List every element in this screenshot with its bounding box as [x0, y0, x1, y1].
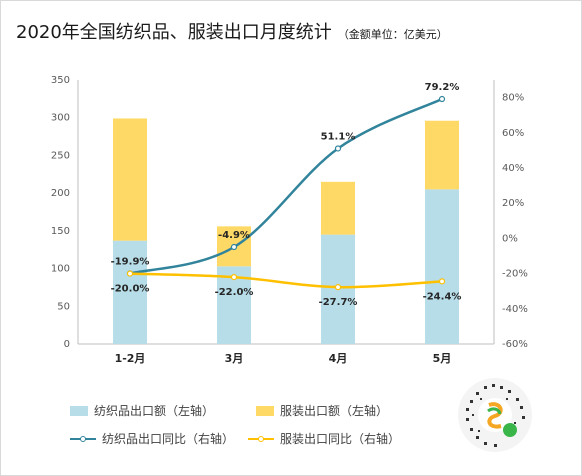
y-right-tick-label: 40% — [502, 163, 524, 174]
apparel-yoy-point — [334, 284, 342, 291]
legend-swatch-textile-bar — [70, 405, 88, 416]
y-right-tick-label: 20% — [502, 198, 524, 209]
y-right-tick-label: -20% — [502, 269, 528, 280]
legend-label-textile-yoy: 纺织品出口同比（右轴） — [102, 432, 235, 446]
y-left-tick-label: 200 — [51, 188, 70, 199]
x-category-label: 5月 — [433, 352, 452, 365]
y-right-tick-label: -60% — [502, 339, 528, 350]
data-label-textile-yoy: 79.2% — [425, 82, 460, 93]
legend-swatch-textile-line — [70, 434, 96, 444]
x-category-label: 3月 — [225, 352, 244, 365]
x-category-label: 1-2月 — [115, 352, 146, 365]
qr-code-icon — [458, 378, 532, 452]
y-left-tick-label: 300 — [51, 113, 70, 124]
data-label-apparel-yoy: -24.4% — [423, 291, 462, 302]
legend-label-apparel-export: 服装出口额（左轴） — [280, 404, 389, 418]
legend-swatch-apparel-bar — [256, 405, 274, 416]
chart-title: 2020年全国纺织品、服装出口月度统计 — [16, 22, 332, 43]
y-left-tick-label: 350 — [51, 75, 70, 86]
y-left-tick-label: 0 — [64, 339, 70, 350]
apparel-yoy-point — [230, 274, 238, 281]
apparel-yoy-point — [438, 278, 446, 285]
y-left-tick-label: 100 — [51, 264, 70, 275]
title-row: 2020年全国纺织品、服装出口月度统计 （金额单位：亿美元） — [16, 18, 448, 44]
y-right-tick-label: 0% — [502, 233, 518, 244]
data-label-textile-yoy: -19.9% — [111, 256, 150, 267]
y-right-tick-label: -40% — [502, 304, 528, 315]
legend-item-textile-yoy: 纺织品出口同比（右轴） — [70, 430, 234, 447]
bar-apparel-export — [113, 118, 147, 241]
bar-textile-export — [425, 189, 459, 344]
y-left-tick-label: 50 — [57, 301, 70, 312]
apparel-yoy-line — [129, 272, 443, 289]
y-right-tick-label: 80% — [502, 93, 524, 104]
data-label-apparel-yoy: -22.0% — [215, 287, 254, 298]
bar-apparel-export — [425, 120, 459, 190]
apparel-yoy-point — [126, 270, 134, 277]
textile-yoy-point — [230, 243, 238, 251]
legend-label-apparel-yoy: 服装出口同比（右轴） — [280, 432, 401, 446]
legend-item-apparel-yoy: 服装出口同比（右轴） — [248, 430, 400, 447]
legend-item-apparel-export: 服装出口额（左轴） — [256, 402, 388, 419]
y-left-tick-label: 150 — [51, 226, 70, 237]
chart-subtitle: （金额单位：亿美元） — [337, 28, 448, 41]
legend-item-textile-export: 纺织品出口额（左轴） — [70, 402, 214, 419]
data-label-apparel-yoy: -20.0% — [111, 284, 150, 295]
data-label-textile-yoy: -4.9% — [218, 230, 250, 241]
y-right-tick-label: 60% — [502, 128, 524, 139]
data-label-apparel-yoy: -27.7% — [319, 297, 358, 308]
x-category-label: 4月 — [329, 352, 348, 365]
bar-textile-export — [113, 240, 147, 344]
data-label-textile-yoy: 51.1% — [321, 131, 356, 142]
textile-yoy-line — [129, 97, 443, 275]
legend-label-textile-export: 纺织品出口额（左轴） — [94, 404, 215, 418]
textile-yoy-point — [334, 145, 342, 152]
y-left-tick-label: 250 — [51, 150, 70, 161]
textile-yoy-point — [438, 95, 446, 103]
legend-swatch-apparel-line — [248, 434, 274, 444]
bar-apparel-export — [321, 181, 355, 235]
